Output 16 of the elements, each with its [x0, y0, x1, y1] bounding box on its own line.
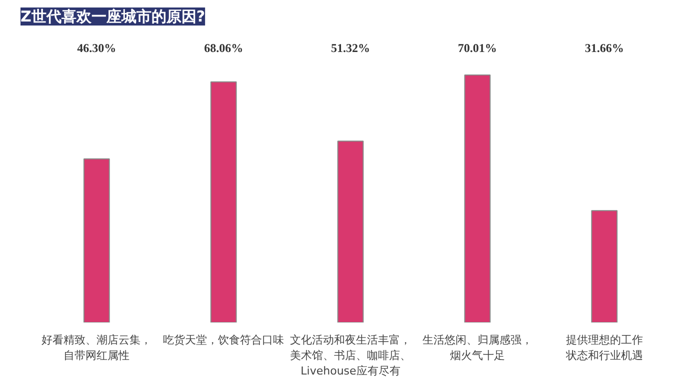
bar: [591, 210, 618, 322]
bar: [337, 140, 364, 322]
x-tick-label: 提供理想的工作状态和行业机遇: [564, 334, 643, 362]
bar: [464, 74, 491, 322]
data-label: 46.30%: [77, 41, 116, 56]
data-label: 70.01%: [458, 41, 497, 56]
data-label: 51.32%: [331, 41, 370, 56]
bar: [210, 81, 237, 322]
data-label: 31.66%: [584, 41, 624, 56]
data-label: 68.06%: [204, 41, 244, 56]
x-tick-label: 生活悠闲、归属感强，烟火气十足: [422, 334, 532, 362]
x-tick-label: 吃货天堂，饮食符合口味: [163, 334, 284, 346]
chart-title: Z世代喜欢一座城市的原因?: [20, 8, 206, 26]
x-tick-label: 文化活动和夜生活丰富，美术馆、书店、咖啡店、Livehouse应有尽有: [290, 334, 411, 378]
bar: [83, 158, 110, 322]
x-tick-label: 好看精致、潮店云集，自带网红属性: [42, 334, 152, 362]
